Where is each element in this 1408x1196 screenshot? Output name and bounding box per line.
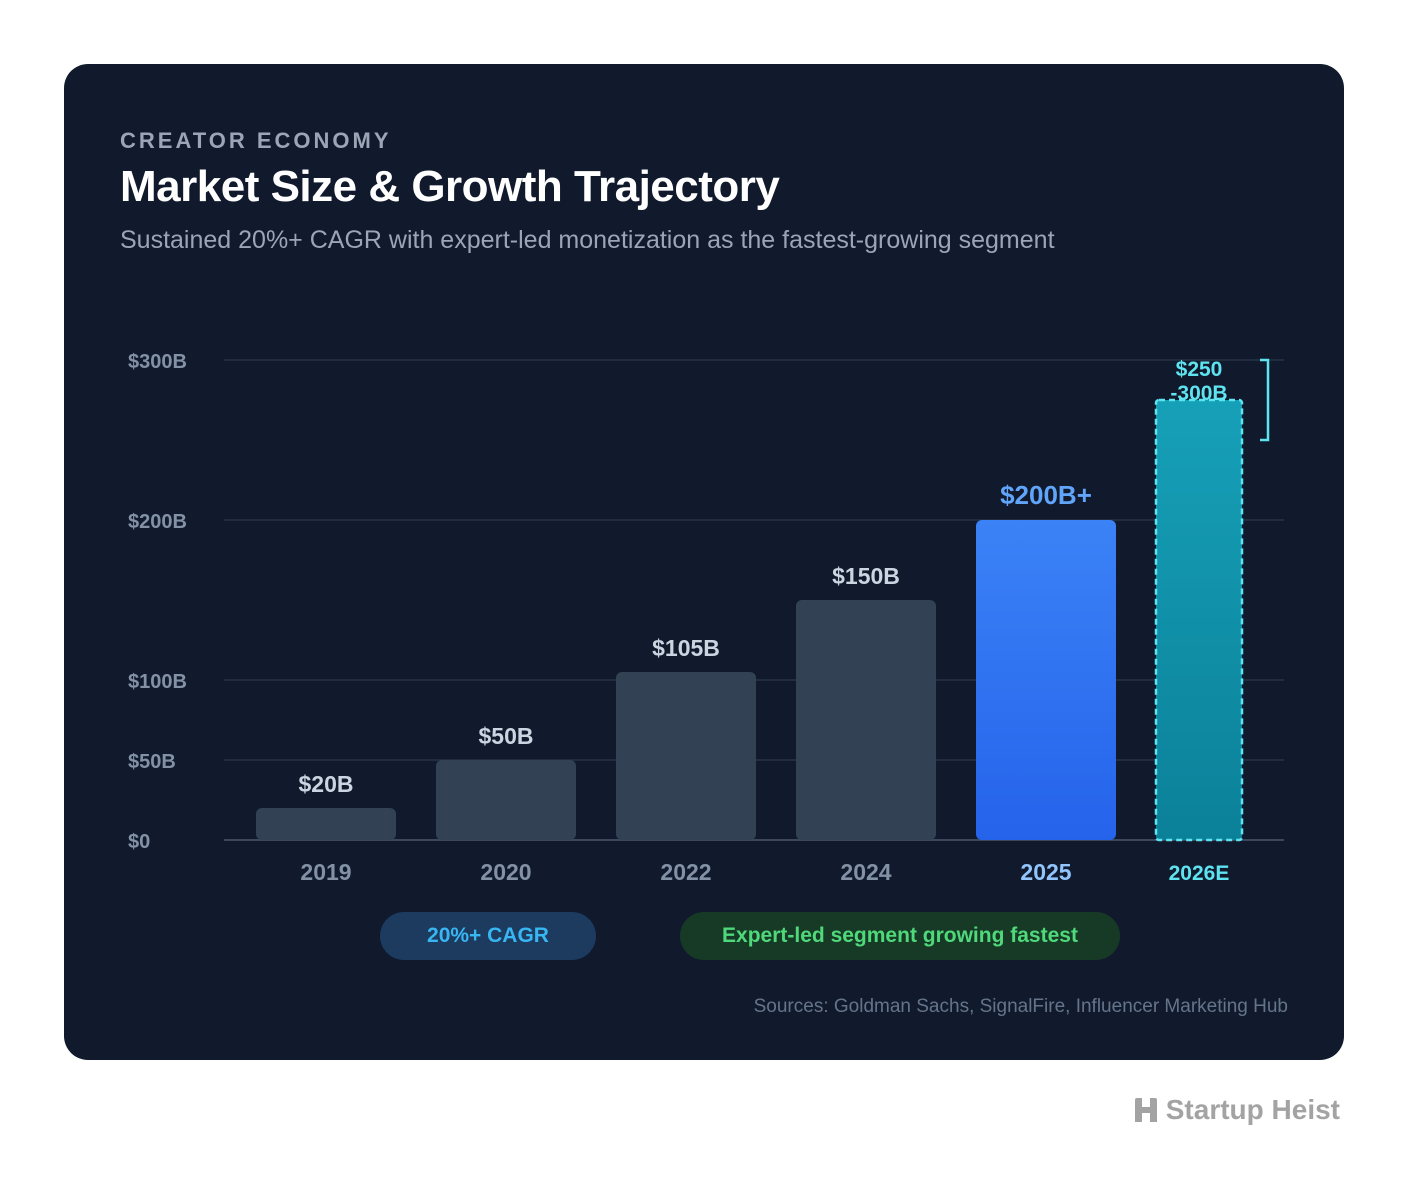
bar-chart: $0 $50B $100B $200B $300B $20B $50B $105B $150B…	[128, 351, 1284, 885]
bar-2025	[976, 520, 1116, 840]
y-tick-label: $300B	[128, 351, 187, 373]
y-tick-label: $200B	[128, 511, 187, 533]
bar-2022	[616, 672, 756, 840]
value-label-2024: $150B	[832, 563, 900, 589]
x-tick-label: 2025	[1020, 859, 1071, 885]
chart-subtitle: Sustained 20%+ CAGR with expert-led mone…	[120, 226, 1055, 254]
range-bracket	[1260, 358, 1270, 442]
value-label-2026e: $250	[1176, 358, 1223, 381]
value-label-2022: $105B	[652, 635, 720, 661]
x-tick-label: 2024	[840, 859, 891, 885]
x-tick-label: 2020	[480, 859, 531, 885]
x-axis-ticks: 2019 2020 2022 2024 2025 2026E	[300, 859, 1229, 885]
brand-logo: Startup Heist	[1132, 1094, 1340, 1126]
brand-name: Startup Heist	[1165, 1094, 1340, 1125]
bars	[256, 398, 1244, 842]
cagr-badge: 20%+ CAGR	[380, 912, 596, 960]
chart-card: CREATOR ECONOMY Market Size & Growth Tra…	[64, 64, 1344, 1060]
x-tick-label: 2022	[660, 859, 711, 885]
y-tick-label: $50B	[128, 751, 176, 773]
value-label-2026e: -300B	[1170, 382, 1227, 405]
building-h-icon	[1134, 1098, 1157, 1122]
value-label-2019: $20B	[299, 771, 354, 797]
y-axis-ticks: $0 $50B $100B $200B $300B	[128, 351, 187, 853]
bar-2019	[256, 808, 396, 840]
chart-title: Market Size & Growth Trajectory	[120, 162, 780, 211]
expert-segment-badge: Expert-led segment growing fastest	[680, 912, 1120, 960]
x-tick-label: 2019	[300, 859, 351, 885]
bar-2020	[436, 760, 576, 840]
bar-2026e	[1154, 398, 1244, 842]
value-label-2025: $200B+	[1000, 480, 1092, 510]
eyebrow-label: CREATOR ECONOMY	[120, 128, 392, 153]
value-labels: $20B $50B $105B $150B $200B+ $250-300B	[299, 358, 1270, 797]
sources-note: Sources: Goldman Sachs, SignalFire, Infl…	[753, 996, 1288, 1017]
y-tick-label: $0	[128, 831, 150, 853]
y-tick-label: $100B	[128, 671, 187, 693]
value-label-2020: $50B	[479, 723, 534, 749]
bar-2024	[796, 600, 936, 840]
x-tick-label: 2026E	[1169, 862, 1230, 885]
